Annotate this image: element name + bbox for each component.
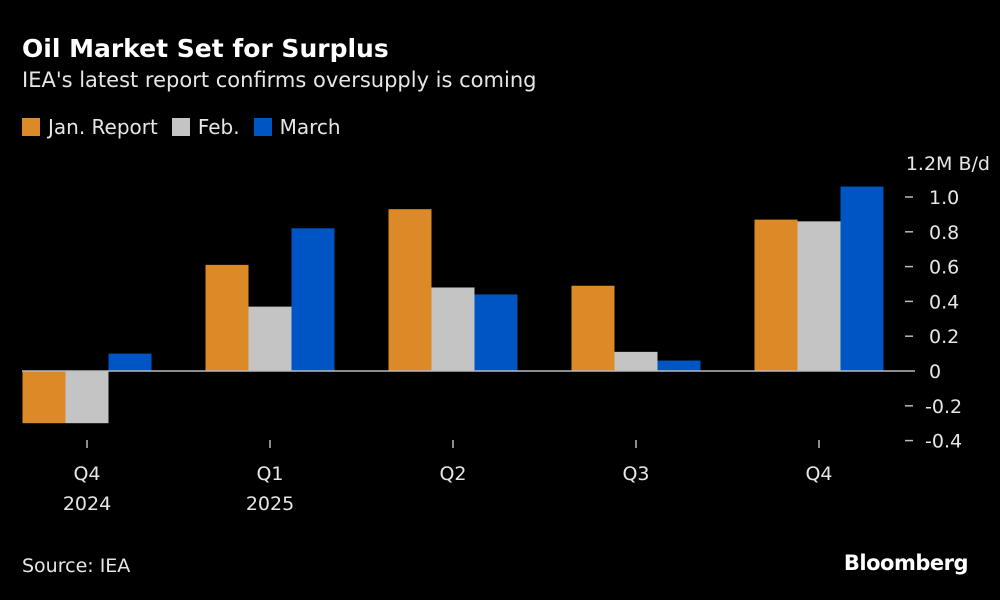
bar-feb-1 xyxy=(248,306,292,371)
x-tick-label-year: 2024 xyxy=(63,493,111,515)
bar-jan-report-0 xyxy=(22,371,66,424)
legend-label-feb: Feb. xyxy=(197,115,240,139)
y-axis-unit-label: 1.2M B/d xyxy=(906,153,990,175)
x-tick-label-year: 2025 xyxy=(246,493,294,515)
legend-label-jan: Jan. Report xyxy=(48,115,158,139)
x-tick-label: Q4 xyxy=(805,463,832,485)
bar-feb-3 xyxy=(614,351,658,371)
y-tick-label: -0.2 xyxy=(925,396,962,418)
bar-march-3 xyxy=(657,360,701,371)
y-tick-label: 0 xyxy=(929,361,941,383)
legend: Jan. Report Feb. March xyxy=(22,115,341,139)
bar-march-1 xyxy=(291,228,335,371)
bloomberg-logo: Bloomberg xyxy=(843,551,969,575)
bar-march-2 xyxy=(474,294,518,371)
y-tick-label: 1.0 xyxy=(929,187,959,209)
chart-title: Oil Market Set for Surplus xyxy=(22,34,389,63)
legend-swatch-jan xyxy=(22,118,40,136)
legend-item-feb: Feb. xyxy=(171,115,240,139)
source-note: Source: IEA xyxy=(22,555,131,577)
x-tick-label: Q3 xyxy=(622,463,649,485)
y-tick-label: 0.4 xyxy=(929,291,959,313)
bar-jan-report-3 xyxy=(571,285,615,371)
x-tick-label: Q1 xyxy=(256,463,283,485)
bar-jan-report-1 xyxy=(205,264,249,371)
legend-item-march: March xyxy=(253,115,341,139)
bar-feb-4 xyxy=(797,221,841,371)
y-tick-label: 0.2 xyxy=(929,326,959,348)
legend-item-jan: Jan. Report xyxy=(22,115,158,139)
bar-feb-0 xyxy=(65,371,109,424)
legend-label-march: March xyxy=(279,115,341,139)
x-tick-label: Q2 xyxy=(439,463,466,485)
bar-feb-2 xyxy=(431,287,475,371)
x-tick-label: Q4 xyxy=(73,463,100,485)
y-tick-label: 0.6 xyxy=(929,257,959,279)
chart-subtitle: IEA's latest report confirms oversupply … xyxy=(22,68,537,92)
y-tick-label: 0.8 xyxy=(929,222,959,244)
bar-march-0 xyxy=(108,353,152,371)
bar-jan-report-2 xyxy=(388,209,432,371)
y-tick-label: -0.4 xyxy=(925,431,962,453)
legend-swatch-feb xyxy=(171,118,190,136)
bar-march-4 xyxy=(840,186,884,371)
bar-jan-report-4 xyxy=(754,219,798,371)
legend-swatch-march xyxy=(253,118,272,136)
